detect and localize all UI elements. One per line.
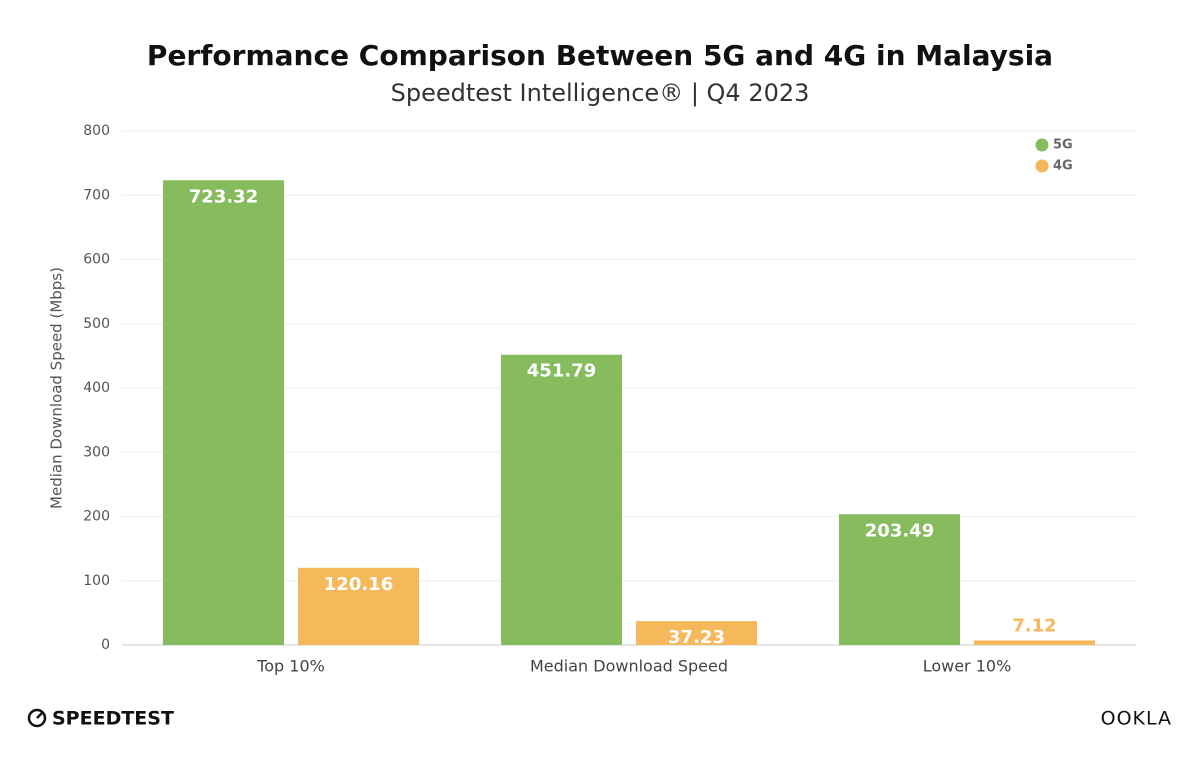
bar [839, 514, 960, 645]
legend-label: 5G [1053, 138, 1073, 153]
y-tick-label: 400 [83, 380, 110, 396]
x-tick-label: Median Download Speed [530, 657, 728, 676]
legend-swatch [1035, 138, 1049, 152]
brand-left: SPEEDTEST [52, 708, 174, 730]
legend-label: 4G [1053, 159, 1073, 174]
y-tick-label: 0 [101, 637, 110, 653]
bar [163, 180, 284, 645]
y-tick-label: 200 [83, 509, 110, 525]
speedtest-logo: SPEEDTEST [27, 708, 174, 730]
brand-right: OOKLA [1101, 708, 1172, 730]
y-axis-label: Median Download Speed (Mbps) [48, 267, 66, 509]
y-tick-label: 600 [83, 252, 110, 268]
chart-title: Performance Comparison Between 5G and 4G… [147, 39, 1053, 72]
x-tick-label: Top 10% [256, 657, 325, 676]
logo-icon [27, 708, 47, 728]
legend-swatch [1035, 159, 1049, 173]
y-tick-label: 500 [83, 316, 110, 332]
value-label: 37.23 [668, 627, 725, 648]
bar [974, 640, 1095, 645]
y-tick-label: 800 [83, 123, 110, 139]
chart-subtitle: Speedtest Intelligence® | Q4 2023 [391, 79, 810, 107]
y-tick-label: 300 [83, 444, 110, 460]
bar [636, 621, 757, 645]
y-tick-label: 100 [83, 573, 110, 589]
logo-icon [36, 712, 43, 719]
value-label: 723.32 [189, 186, 258, 207]
value-label: 7.12 [1012, 615, 1056, 636]
value-label: 203.49 [865, 520, 934, 541]
bar [298, 567, 419, 645]
value-label: 120.16 [324, 574, 393, 595]
x-tick-label: Lower 10% [923, 657, 1012, 676]
value-label: 451.79 [527, 361, 596, 382]
y-tick-label: 700 [83, 187, 110, 203]
bar [501, 354, 622, 645]
